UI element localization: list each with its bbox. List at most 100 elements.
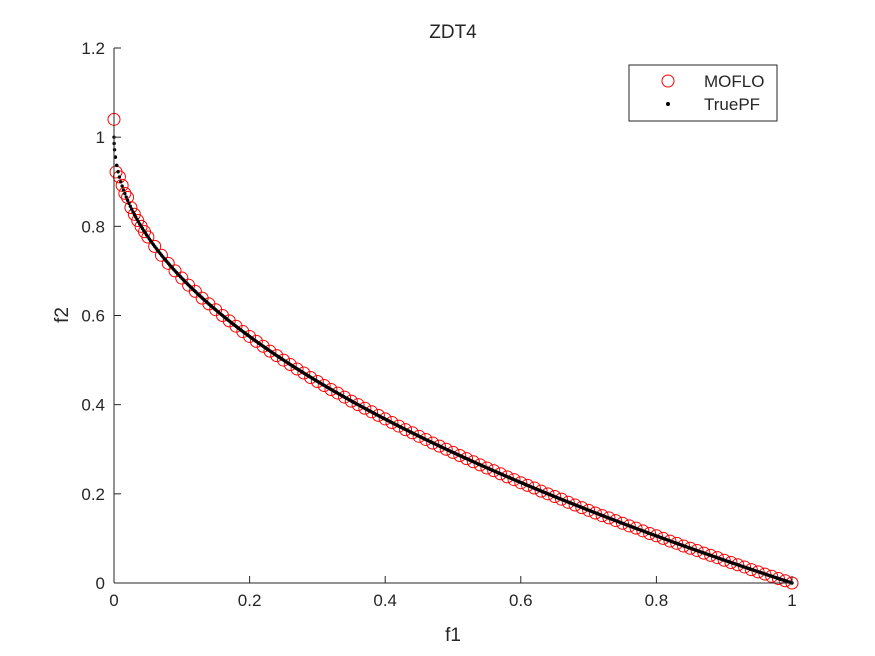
x-tick-label-3: 0.6 <box>509 591 533 610</box>
legend-box <box>628 64 778 122</box>
moflo-point-50 <box>405 426 419 440</box>
moflo-point-61 <box>480 461 494 475</box>
moflo-point-103 <box>765 569 779 583</box>
moflo-point-11 <box>141 230 155 244</box>
truepf-point-12 <box>128 204 132 208</box>
moflo-point-84 <box>636 524 650 538</box>
moflo-point-79 <box>602 511 616 525</box>
moflo-point-69 <box>534 484 548 498</box>
moflo-point-88 <box>663 534 677 548</box>
moflo-point-102 <box>758 567 772 581</box>
y-axis-ticks: 0 0.2 0.4 0.6 0.8 1 1.2 <box>81 39 121 593</box>
moflo-point-73 <box>561 495 575 509</box>
moflo-point-74 <box>568 498 582 512</box>
y-tick-label-0: 0 <box>96 574 105 593</box>
moflo-point-85 <box>643 527 657 541</box>
x-tick-label-4: 0.8 <box>645 591 669 610</box>
moflo-point-95 <box>710 551 724 565</box>
x-tick-label-0: 0 <box>109 591 118 610</box>
moflo-point-68 <box>527 481 541 495</box>
moflo-point-101 <box>751 565 765 579</box>
moflo-point-34 <box>297 366 311 380</box>
moflo-point-63 <box>493 467 507 481</box>
x-axis-label: f1 <box>445 625 461 646</box>
moflo-point-70 <box>541 487 555 501</box>
truepf-point-extra-2 <box>113 155 118 159</box>
y-axis-label: f2 <box>52 307 73 323</box>
moflo-point-28 <box>256 339 270 353</box>
moflo-point-62 <box>487 464 501 478</box>
moflo-point-66 <box>514 476 528 490</box>
moflo-point-22 <box>215 309 229 322</box>
moflo-point-29 <box>263 344 277 358</box>
y-tick-label-1: 0.2 <box>81 485 105 504</box>
moflo-point-24 <box>229 319 243 333</box>
moflo-point-33 <box>290 362 304 376</box>
moflo-point-57 <box>453 448 467 462</box>
moflo-point-42 <box>351 398 365 412</box>
moflo-point-31 <box>277 353 290 367</box>
moflo-point-51 <box>412 429 426 443</box>
x-tick-label-2: 0.4 <box>373 591 397 610</box>
moflo-point-6 <box>124 201 138 215</box>
moflo-point-41 <box>344 394 358 408</box>
moflo-point-86 <box>649 529 663 543</box>
moflo-point-48 <box>392 419 406 433</box>
truepf-series <box>112 135 794 585</box>
moflo-point-59 <box>466 455 480 469</box>
moflo-point-52 <box>419 432 433 446</box>
moflo-point-36 <box>310 374 324 388</box>
y-tick-label-4: 0.8 <box>81 217 105 236</box>
truepf-point-13 <box>129 207 134 211</box>
moflo-point-44 <box>365 405 379 419</box>
moflo-point-12 <box>148 239 162 253</box>
truepf-point-11 <box>127 201 131 206</box>
moflo-point-58 <box>460 452 474 466</box>
moflo-point-30 <box>270 349 284 363</box>
x-tick-label-5: 1 <box>787 591 796 610</box>
moflo-point-13 <box>154 248 168 262</box>
moflo-point-104 <box>771 572 785 586</box>
moflo-point-27 <box>249 334 263 348</box>
moflo-point-40 <box>338 390 352 404</box>
moflo-point-7 <box>127 207 141 221</box>
moflo-point-3 <box>115 178 129 192</box>
moflo-point-49 <box>399 423 413 437</box>
truepf-point-8 <box>123 191 127 196</box>
moflo-point-97 <box>724 555 738 569</box>
truepf-point-3 <box>116 170 120 174</box>
moflo-point-60 <box>473 458 487 472</box>
legend-marker-moflo <box>661 74 675 88</box>
moflo-point-89 <box>670 536 684 550</box>
moflo-point-35 <box>304 370 318 384</box>
moflo-point-43 <box>358 401 372 415</box>
moflo-point-67 <box>521 478 535 492</box>
legend-label-truepf: TruePF <box>704 95 760 114</box>
truepf-point-15 <box>132 212 137 217</box>
legend: MOFLO TruePF <box>628 64 778 122</box>
moflo-point-81 <box>616 516 629 530</box>
truepf-point-6 <box>120 184 124 188</box>
moflo-point-65 <box>507 473 521 487</box>
moflo-point-14 <box>161 256 175 270</box>
moflo-point-100 <box>744 563 758 577</box>
moflo-point-82 <box>622 519 636 533</box>
moflo-point-46 <box>378 412 392 426</box>
truepf-point-5 <box>119 180 123 184</box>
moflo-point-87 <box>656 531 670 545</box>
moflo-point-18 <box>188 284 202 298</box>
truepf-point-9 <box>124 195 128 199</box>
moflo-point-4 <box>118 186 132 200</box>
y-tick-label-6: 1.2 <box>81 39 105 58</box>
chart-title: ZDT4 <box>429 22 477 43</box>
moflo-point-77 <box>588 506 602 520</box>
moflo-point-25 <box>236 325 250 339</box>
moflo-point-105 <box>778 574 792 588</box>
moflo-point-53 <box>426 436 440 450</box>
moflo-point-15 <box>168 264 182 278</box>
moflo-point-47 <box>385 416 399 429</box>
moflo-point-56 <box>446 445 460 459</box>
moflo-point-76 <box>582 503 596 517</box>
moflo-point-38 <box>324 383 338 397</box>
